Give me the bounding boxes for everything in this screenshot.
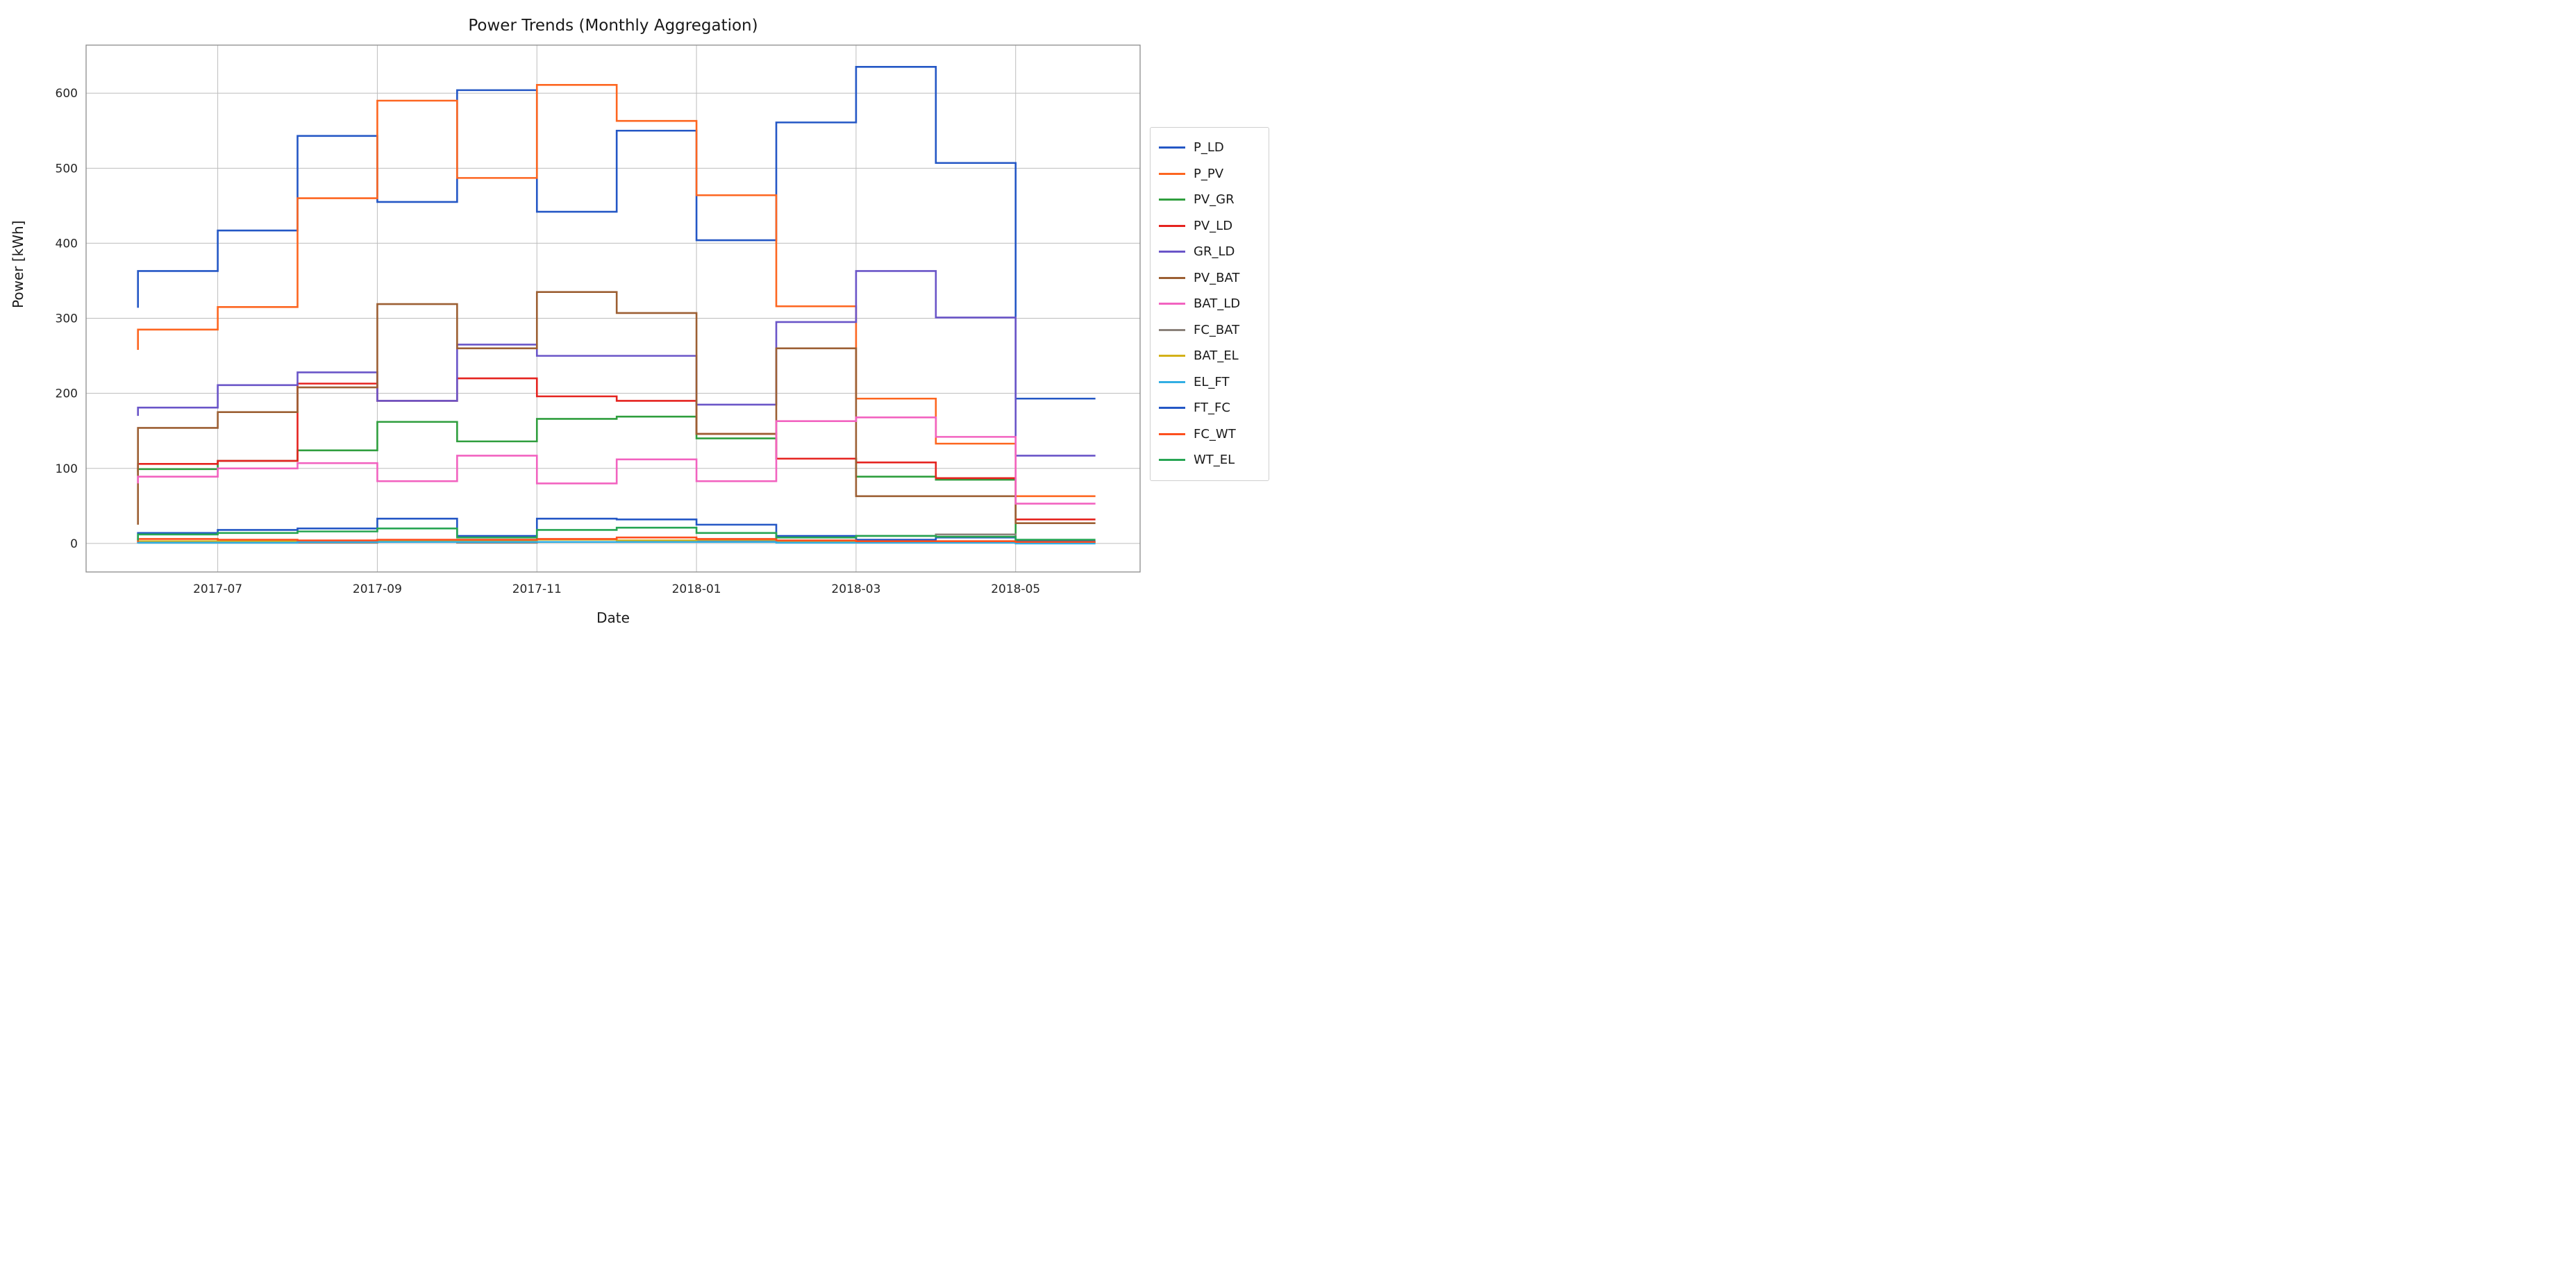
legend-swatch-FC_BAT [1159, 328, 1185, 331]
legend-swatch-P_LD [1159, 146, 1185, 149]
legend-label: PV_BAT [1194, 270, 1240, 285]
legend-label: GR_LD [1194, 244, 1235, 260]
legend-swatch-GR_LD [1159, 251, 1185, 253]
x-axis-label: Date [596, 609, 630, 626]
legend-label: PV_LD [1194, 218, 1233, 233]
series-line-PV_LD [137, 377, 1096, 521]
chart-title: Power Trends (Monthly Aggregation) [468, 17, 758, 35]
legend-swatch-BAT_LD [1159, 303, 1185, 305]
series-line-EL_FT [137, 541, 1096, 545]
legend-item-GR_LD: GR_LD [1159, 239, 1260, 265]
y-tick-labels: 0 100 200 300 400 500 600 [56, 87, 78, 551]
legend-label: BAT_EL [1194, 348, 1239, 364]
legend-label: PV_GR [1194, 192, 1235, 208]
series-line-PV_BAT [137, 291, 1096, 525]
legend-item-P_LD: P_LD [1159, 135, 1260, 161]
series-line-BAT_LD [137, 416, 1096, 505]
y-tick-label: 200 [56, 387, 78, 401]
legend-label: BAT_LD [1194, 296, 1241, 312]
y-tick-label: 100 [56, 462, 78, 476]
legend-item-FC_WT: FC_WT [1159, 421, 1260, 448]
legend-label: FT_FC [1194, 401, 1230, 416]
x-tick-label: 2018-03 [831, 582, 880, 596]
x-tick-label: 2017-07 [193, 582, 242, 596]
legend-label: P_PV [1194, 166, 1224, 181]
legend-item-PV_GR: PV_GR [1159, 187, 1260, 213]
y-tick-label: 500 [56, 162, 78, 176]
x-tick-label: 2017-09 [353, 582, 402, 596]
series-line-P_PV [137, 84, 1096, 498]
legend-swatch-EL_FT [1159, 380, 1185, 383]
legend-item-BAT_EL: BAT_EL [1159, 343, 1260, 369]
x-tick-label: 2017-11 [512, 582, 562, 596]
y-tick-label: 0 [70, 537, 78, 551]
legend-swatch-WT_EL [1159, 459, 1185, 462]
legend-box: P_LD P_PV PV_GR PV_LD GR_LD PV_BAT BAT_LD FC_BA… [1150, 127, 1269, 481]
x-tick-labels: 2017-07 2017-09 2017-11 2018-01 2018-03 2018-… [193, 582, 1040, 596]
legend-label: FC_BAT [1194, 322, 1240, 337]
x-tick-label: 2018-01 [672, 582, 721, 596]
x-tick-label: 2018-05 [991, 582, 1040, 596]
legend-swatch-FC_WT [1159, 432, 1185, 435]
legend-swatch-P_PV [1159, 172, 1185, 175]
legend-swatch-PV_GR [1159, 199, 1185, 201]
plot-border [85, 44, 1141, 573]
series-line-WT_EL [137, 526, 1096, 541]
legend-item-FC_BAT: FC_BAT [1159, 317, 1260, 344]
legend-item-WT_EL: WT_EL [1159, 447, 1260, 473]
legend-label: WT_EL [1194, 453, 1235, 468]
legend-label: FC_WT [1194, 426, 1236, 441]
y-axis-label: Power [kWh] [10, 220, 26, 308]
legend-item-BAT_LD: BAT_LD [1159, 291, 1260, 317]
series-lines [137, 66, 1096, 545]
series-line-GR_LD [137, 270, 1096, 457]
legend-swatch-PV_LD [1159, 224, 1185, 227]
legend-item-PV_BAT: PV_BAT [1159, 265, 1260, 292]
legend-swatch-PV_BAT [1159, 276, 1185, 279]
y-tick-label: 300 [56, 312, 78, 326]
figure: Power Trends (Monthly Aggregation) 0 100 2… [0, 0, 1288, 640]
gridlines [86, 45, 1140, 572]
legend-item-EL_FT: EL_FT [1159, 369, 1260, 396]
legend-swatch-BAT_EL [1159, 355, 1185, 357]
legend-swatch-FT_FC [1159, 407, 1185, 410]
y-tick-label: 400 [56, 237, 78, 251]
legend-item-FT_FC: FT_FC [1159, 395, 1260, 421]
y-tick-label: 600 [56, 87, 78, 101]
legend-label: EL_FT [1194, 374, 1230, 389]
legend-label: P_LD [1194, 140, 1224, 155]
series-line-FT_FC [137, 517, 1096, 542]
plot-area: 0 100 200 300 400 500 600 2017-07 2017-09 2017-11… [56, 44, 1141, 596]
legend-item-PV_LD: PV_LD [1159, 213, 1260, 239]
legend-item-P_PV: P_PV [1159, 161, 1260, 187]
series-line-FC_WT [137, 536, 1096, 544]
